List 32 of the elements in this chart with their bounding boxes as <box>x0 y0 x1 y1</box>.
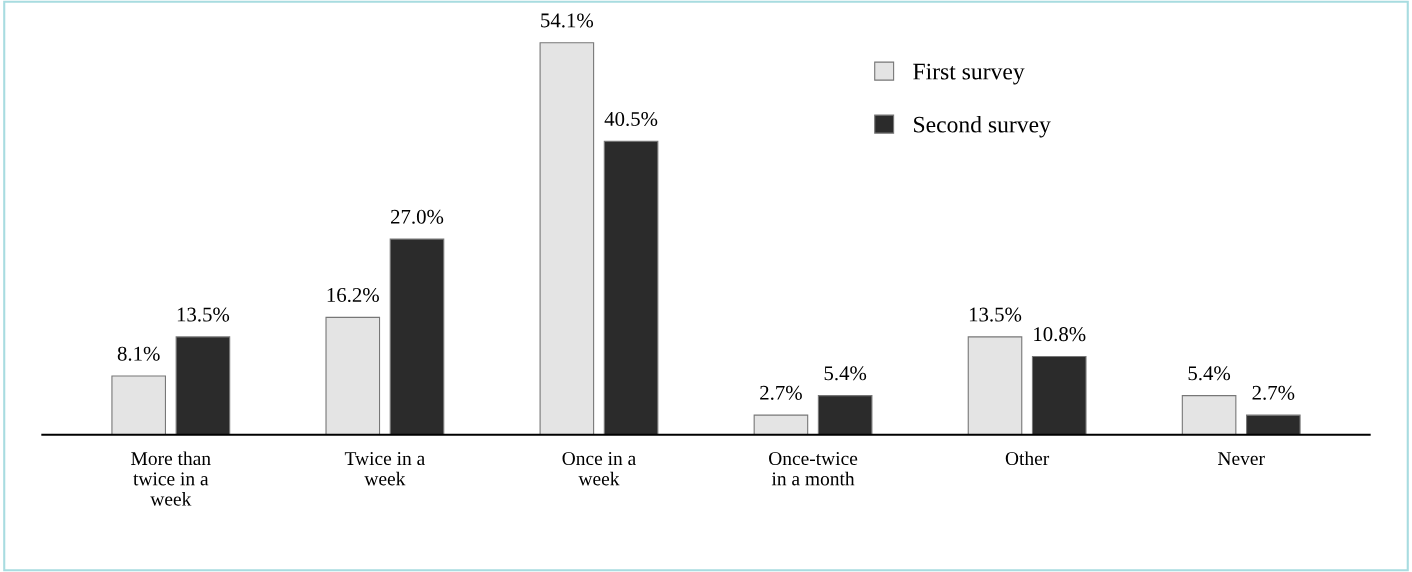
data-label: 2.7% <box>760 385 802 400</box>
data-label: 8.1% <box>117 346 160 361</box>
data-label: 40.5% <box>604 111 658 127</box>
bar <box>1245 414 1301 435</box>
bar <box>325 316 381 435</box>
data-label: 16.2% <box>327 287 379 303</box>
legend-label: Second survey <box>914 115 1051 138</box>
data-label: 10.8% <box>1034 327 1086 342</box>
bar <box>1181 395 1237 435</box>
x-tick-label: Other <box>1005 451 1050 466</box>
bar <box>389 238 445 435</box>
data-label: 54.1% <box>541 13 594 28</box>
bar <box>603 140 659 435</box>
data-label: 13.5% <box>177 307 230 322</box>
bar <box>753 414 809 435</box>
bar <box>817 395 873 435</box>
bar <box>1031 355 1087 435</box>
x-tick-label: More than twice in a week <box>131 451 211 506</box>
bar <box>111 375 167 435</box>
data-label: 5.4% <box>1188 366 1231 381</box>
data-label: 5.4% <box>824 366 867 381</box>
x-tick-label: Once-twice in a month <box>769 452 858 486</box>
data-label: 27.0% <box>391 209 444 224</box>
legend-label: First survey <box>913 63 1025 85</box>
x-tick-label: Never <box>1218 452 1265 466</box>
data-label: 2.7% <box>1252 385 1295 400</box>
x-tick-label: Once in a week <box>562 452 636 486</box>
bar <box>967 336 1023 435</box>
data-label: 13.5% <box>969 307 1022 322</box>
bar <box>175 336 231 435</box>
x-tick-label: Twice in a week <box>344 452 425 486</box>
bar <box>539 42 595 435</box>
